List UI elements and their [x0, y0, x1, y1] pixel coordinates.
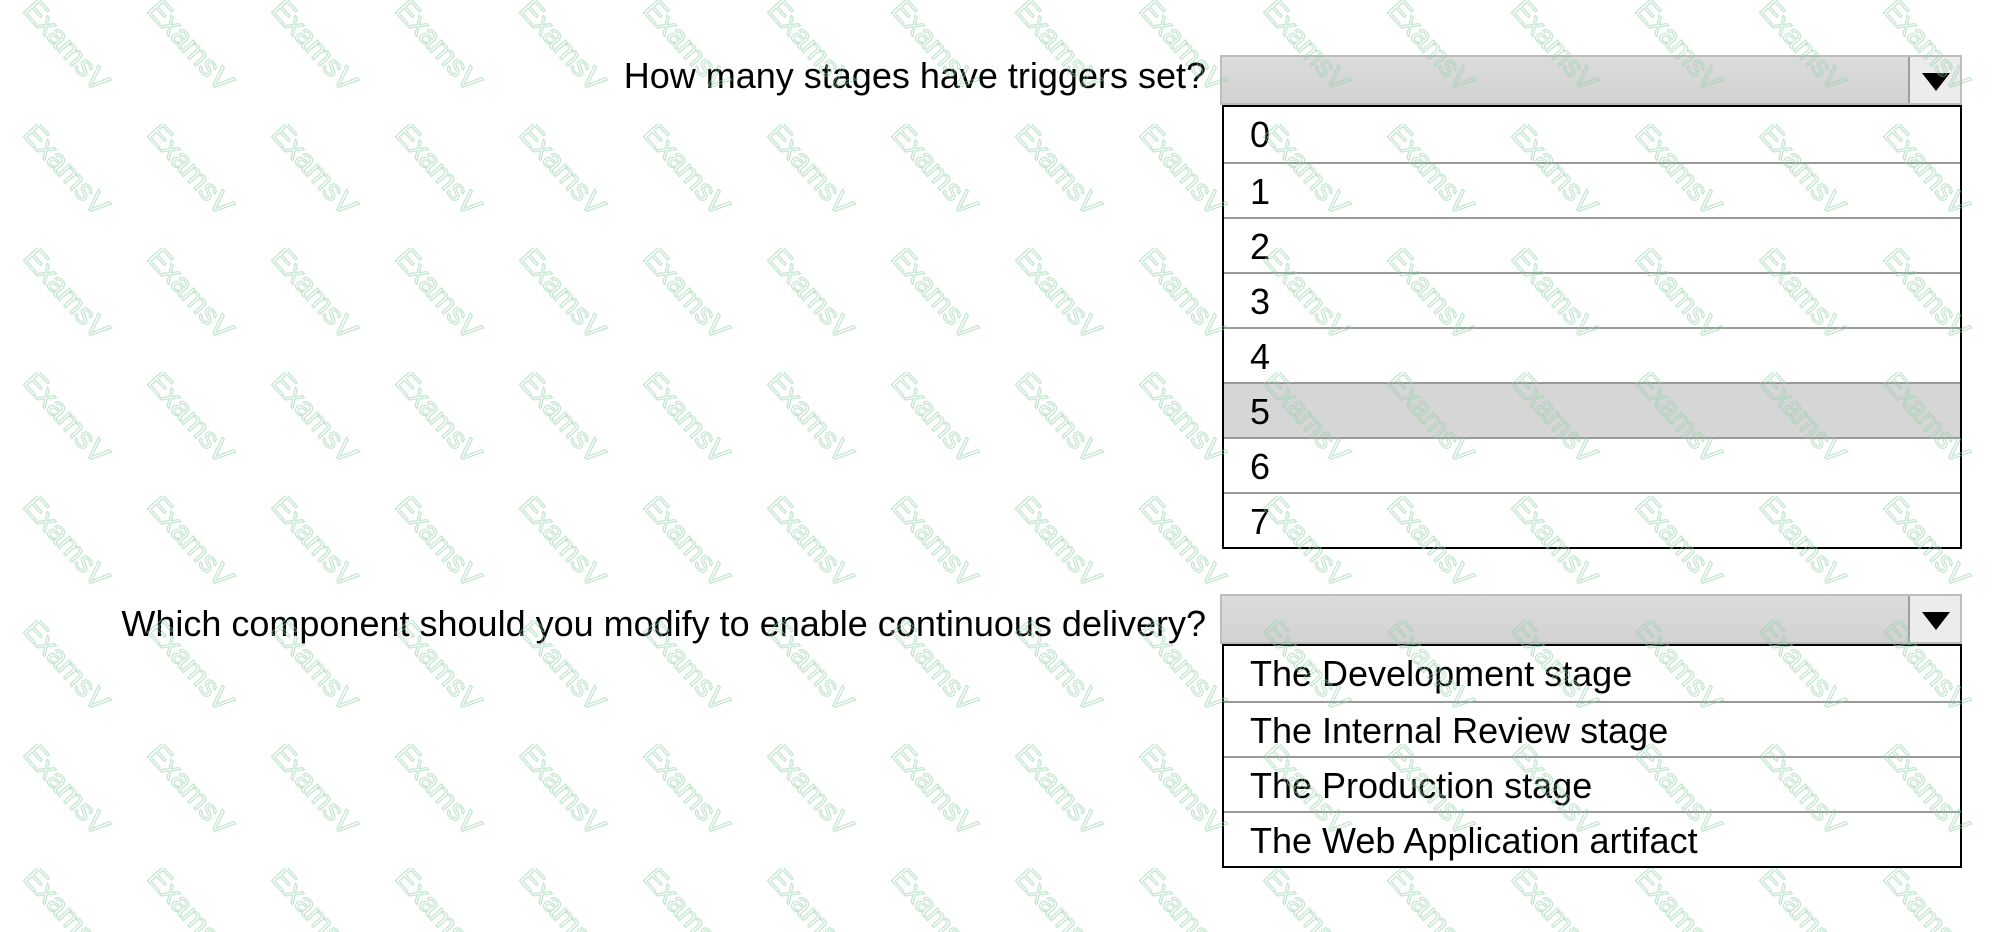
option-0[interactable]: 0 — [1250, 114, 1271, 155]
option-7[interactable]: 7 — [1224, 492, 1960, 547]
option-2[interactable]: 2 — [1224, 217, 1960, 272]
option-production-stage[interactable]: The Production stage — [1224, 756, 1960, 811]
chevron-down-icon — [1922, 73, 1950, 91]
component-select[interactable] — [1220, 594, 1962, 644]
component-dropdown-button[interactable] — [1908, 596, 1960, 642]
option-internal-review-stage[interactable]: The Internal Review stage — [1224, 701, 1960, 756]
option-4[interactable]: 4 — [1224, 327, 1960, 382]
stages-trigger-dropdown[interactable]: 0 1 2 3 4 5 6 7 — [1220, 55, 1962, 549]
option-6[interactable]: 6 — [1224, 437, 1960, 492]
question-1-label: How many stages have triggers set? — [623, 55, 1206, 96]
option-development-stage[interactable]: The Development stage — [1250, 653, 1633, 694]
option-web-application-artifact[interactable]: The Web Application artifact — [1224, 811, 1960, 866]
option-1[interactable]: 1 — [1224, 162, 1960, 217]
stages-trigger-dropdown-button[interactable] — [1908, 57, 1960, 103]
component-options-list: The Development stage The Internal Revie… — [1222, 644, 1962, 868]
question-2-label: Which component should you modify to ena… — [121, 603, 1206, 644]
option-5[interactable]: 5 — [1224, 382, 1960, 437]
chevron-down-icon — [1922, 612, 1950, 630]
stages-trigger-select[interactable] — [1220, 55, 1962, 105]
stages-trigger-options-list: 0 1 2 3 4 5 6 7 — [1222, 105, 1962, 549]
component-dropdown[interactable]: The Development stage The Internal Revie… — [1220, 594, 1962, 868]
option-3[interactable]: 3 — [1224, 272, 1960, 327]
